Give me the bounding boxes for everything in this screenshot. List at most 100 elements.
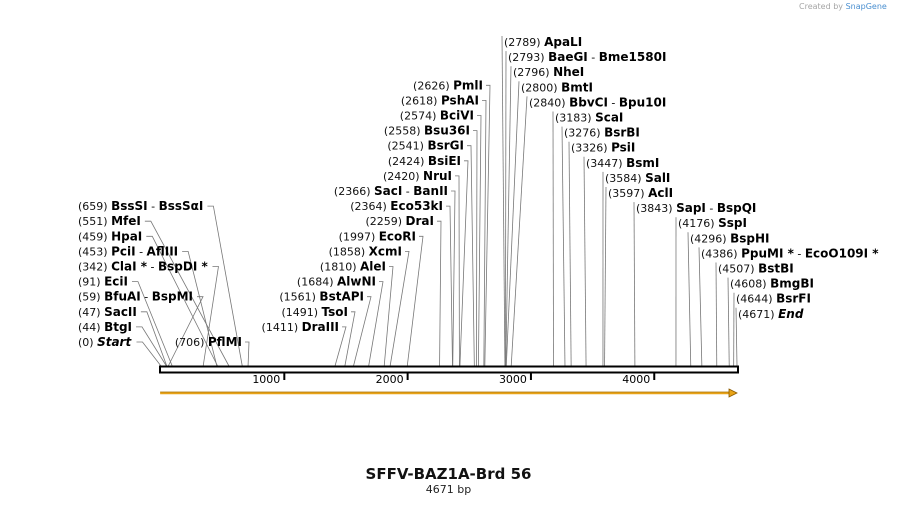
site-label-psii[interactable]: (3326) PsiI bbox=[571, 141, 635, 155]
enzyme-name: BspQI bbox=[717, 201, 757, 215]
site-label-sspi[interactable]: (4176) SspI bbox=[678, 216, 747, 230]
enzyme-name: SacI bbox=[374, 184, 402, 198]
ruler-tick-label: 2000 bbox=[376, 373, 404, 386]
site-label-acli[interactable]: (3597) AclI bbox=[608, 186, 673, 200]
enzyme-name: BbvCI bbox=[569, 95, 608, 109]
site-position: (2366) bbox=[334, 185, 374, 198]
site-label-bsrfi[interactable]: (4644) BsrFI bbox=[736, 292, 811, 306]
site-label-xcmi[interactable]: (1858) XcmI bbox=[329, 244, 402, 258]
svg-text:(2800) BmtI: (2800) BmtI bbox=[521, 80, 593, 94]
svg-text:(2789) ApaLI: (2789) ApaLI bbox=[504, 35, 582, 49]
site-label-alei[interactable]: (1810) AleI bbox=[320, 260, 386, 274]
site-label-bsrgi[interactable]: (2541) BsrGI bbox=[387, 139, 464, 153]
site-label-bfuai-bspmi[interactable]: (59) BfuAI - BspMI bbox=[78, 290, 193, 304]
site-label-clai-bspdi[interactable]: (342) ClaI * - BspDI * bbox=[78, 260, 208, 274]
leader-line bbox=[467, 145, 475, 367]
site-position: (3843) bbox=[636, 202, 676, 215]
site-position: (2789) bbox=[504, 36, 544, 49]
site-label-ecii[interactable]: (91) EciI bbox=[78, 275, 128, 289]
enzyme-name: BstAPI bbox=[319, 290, 364, 304]
enzyme-name: AlwNI bbox=[337, 275, 376, 289]
site-label-pflmi[interactable]: (706) PflMI bbox=[175, 335, 242, 349]
enzyme-name: BmtI bbox=[561, 80, 593, 94]
leader-line bbox=[735, 307, 738, 367]
svg-text:(342) ClaI * - BspDI *: (342) ClaI * - BspDI * bbox=[78, 260, 208, 274]
site-leader-lines bbox=[131, 35, 738, 367]
enzyme-name: EcoO109I * bbox=[805, 246, 879, 260]
site-label-bsiei[interactable]: (2424) BsiEI bbox=[388, 154, 461, 168]
ruler-ticks: 1000 2000 3000 4000 bbox=[252, 372, 656, 386]
site-label-pshai[interactable]: (2618) PshAI bbox=[401, 93, 479, 107]
enzyme-name: EcoRI bbox=[379, 229, 416, 243]
site-position: (2259) bbox=[365, 215, 405, 228]
enzyme-name: MfeI bbox=[111, 214, 141, 228]
leader-line bbox=[727, 277, 730, 367]
enzyme-name: BaeGI bbox=[548, 50, 588, 64]
site-label-alwni[interactable]: (1684) AlwNI bbox=[297, 275, 376, 289]
site-label-nrui[interactable]: (2420) NruI bbox=[383, 169, 452, 183]
site-label-saci-banii[interactable]: (2366) SacI - BanII bbox=[334, 184, 448, 198]
enzyme-name: AclI bbox=[648, 186, 673, 200]
site-label-mfei[interactable]: (551) MfeI bbox=[78, 214, 141, 228]
svg-text:(4507) BstBI: (4507) BstBI bbox=[718, 262, 794, 276]
site-label-bsrbi[interactable]: (3276) BsrBI bbox=[564, 126, 640, 140]
site-label-eco53ki[interactable]: (2364) Eco53kI bbox=[350, 199, 443, 213]
leader-line bbox=[510, 96, 528, 367]
site-label-scai[interactable]: (3183) ScaI bbox=[555, 111, 623, 125]
site-label-sapi-bspqi[interactable]: (3843) SapI - BspQI bbox=[636, 201, 756, 215]
site-position: (4644) bbox=[736, 293, 776, 306]
site-label-ppumi-ecoo109i[interactable]: (4386) PpuMI * - EcoO109I * bbox=[701, 246, 879, 260]
site-position: (3326) bbox=[571, 142, 611, 155]
enzyme-name: BsmI bbox=[626, 156, 659, 170]
site-position: (2364) bbox=[350, 200, 390, 213]
site-label-sali[interactable]: (3584) SalI bbox=[605, 171, 670, 185]
site-label-bmti[interactable]: (2800) BmtI bbox=[521, 80, 593, 94]
site-label-bbvci-bpu10i[interactable]: (2840) BbvCI - Bpu10I bbox=[529, 95, 666, 109]
site-label-bstapi[interactable]: (1561) BstAPI bbox=[279, 290, 364, 304]
site-label-draiii[interactable]: (1411) DraIII bbox=[262, 320, 339, 334]
site-position: (0) bbox=[78, 336, 97, 349]
enzyme-name: PciI bbox=[111, 244, 136, 258]
site-label-bsu36i[interactable]: (2558) Bsu36I bbox=[384, 124, 470, 138]
enzyme-name: BsrFI bbox=[776, 292, 811, 306]
enzyme-separator: - bbox=[588, 51, 599, 64]
svg-text:(4386) PpuMI * - EcoO109I *: (4386) PpuMI * - EcoO109I * bbox=[701, 246, 879, 260]
site-label-pmli[interactable]: (2626) PmlI bbox=[413, 78, 483, 92]
site-label-baegi-bme1580i[interactable]: (2793) BaeGI - Bme1580I bbox=[508, 50, 666, 64]
leader-line bbox=[131, 281, 173, 367]
site-label-ecori[interactable]: (1997) EcoRI bbox=[339, 229, 416, 243]
enzyme-name: DraI bbox=[406, 214, 434, 228]
site-label-nhei[interactable]: (2796) NheI bbox=[513, 65, 584, 79]
site-label-bsphi[interactable]: (4296) BspHI bbox=[690, 231, 769, 245]
site-label-bsmi[interactable]: (3447) BsmI bbox=[586, 156, 659, 170]
map-length: 4671 bp bbox=[425, 483, 472, 496]
site-label-sacii[interactable]: (47) SacII bbox=[78, 305, 137, 319]
site-label-apali[interactable]: (2789) ApaLI bbox=[504, 35, 582, 49]
svg-text:(1491) TsoI: (1491) TsoI bbox=[281, 305, 348, 319]
enzyme-name: BsrBI bbox=[604, 126, 640, 140]
site-position: (4671) bbox=[738, 308, 778, 321]
site-label-pcii-afliii[interactable]: (453) PciI - AflIII bbox=[78, 244, 178, 258]
svg-text:(4644) BsrFI: (4644) BsrFI bbox=[736, 292, 811, 306]
site-label-start[interactable]: (0) Start bbox=[78, 335, 132, 349]
svg-text:(2420) NruI: (2420) NruI bbox=[383, 169, 452, 183]
svg-text:(4608) BmgBI: (4608) BmgBI bbox=[730, 277, 814, 291]
enzyme-name: NheI bbox=[553, 65, 584, 79]
site-label-hpai[interactable]: (459) HpaI bbox=[78, 229, 142, 243]
site-label-bmgbi[interactable]: (4608) BmgBI bbox=[730, 277, 814, 291]
svg-text:(3597) AclI: (3597) AclI bbox=[608, 186, 673, 200]
enzyme-name: BspDI * bbox=[158, 260, 208, 274]
site-label-bstbi[interactable]: (4507) BstBI bbox=[718, 262, 794, 276]
svg-text:(1810) AleI: (1810) AleI bbox=[320, 260, 386, 274]
svg-text:(1858) XcmI: (1858) XcmI bbox=[329, 244, 402, 258]
site-label-tsoi[interactable]: (1491) TsoI bbox=[281, 305, 348, 319]
site-label-bcivi[interactable]: (2574) BciVI bbox=[400, 109, 474, 123]
site-position: (4507) bbox=[718, 263, 758, 276]
site-label-drai[interactable]: (2259) DraI bbox=[365, 214, 434, 228]
site-label-btgi[interactable]: (44) BtgI bbox=[78, 320, 132, 334]
leader-line bbox=[505, 81, 520, 367]
site-label-bsssi-bsss-i[interactable]: (659) BssSI - BssSαI bbox=[78, 199, 203, 213]
snapgene-credit: Created by SnapGene bbox=[799, 2, 887, 11]
leader-line bbox=[207, 205, 243, 367]
site-label-end[interactable]: (4671) End bbox=[738, 307, 804, 321]
